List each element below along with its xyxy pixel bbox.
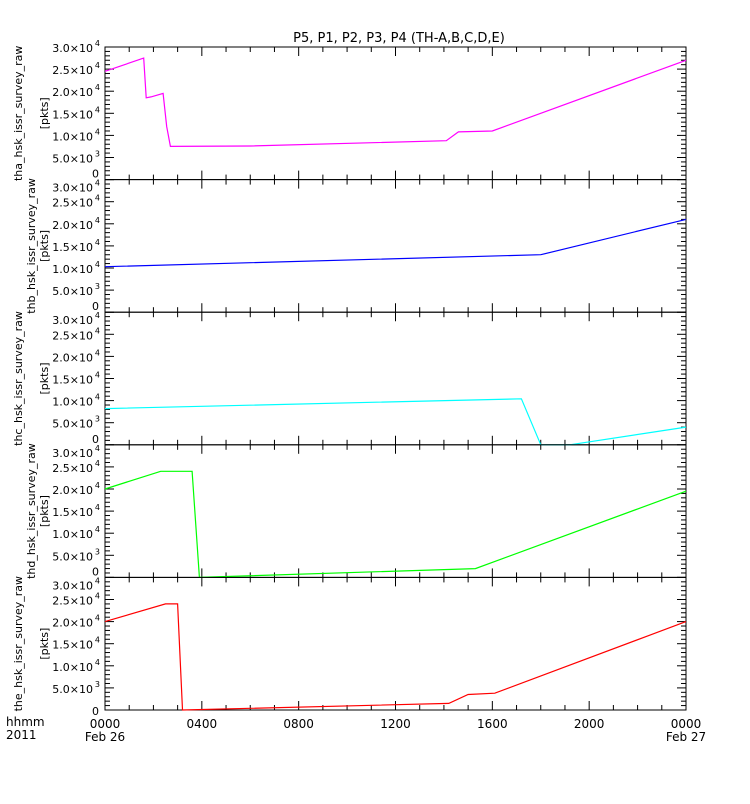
y-tick-exponent: 4 [95,459,100,468]
panel-frame [104,179,687,313]
y-tick-label: 2.5×10 [52,329,93,342]
y-tick-label: 3.0×10 [52,314,93,327]
y-tick-exponent: 4 [95,179,100,188]
y-tick-exponent: 4 [95,592,100,601]
y-tick-exponent: 4 [95,83,100,92]
y-tick-label: 1.0×10 [52,661,93,674]
y-tick-label: 0 [92,300,99,313]
series-line-thb_hsk_issr_survey_raw [104,218,687,268]
x-tick-date-label: Feb 26 [85,730,125,744]
x-tick-label: 1600 [477,717,508,731]
y-tick-exponent: 4 [95,393,100,402]
y-tick-label: 2.5×10 [52,197,93,210]
y-tick-label: 3.0×10 [52,447,93,460]
y-tick-exponent: 4 [95,127,100,136]
y-tick-exponent: 4 [95,260,100,269]
y-axis-label: tha_hsk_issr_survey_raw [12,46,25,181]
y-tick-label: 1.0×10 [52,396,93,409]
y-tick-label: 2.0×10 [52,351,93,364]
y-tick-label: 5.0×10 [52,683,93,696]
y-tick-label: 0 [92,433,99,446]
y-tick-label: 1.5×10 [52,108,93,121]
y-tick-exponent: 3 [95,282,100,291]
y-tick-exponent: 4 [95,576,100,585]
series-line-tha_hsk_issr_survey_raw [104,57,687,148]
y-tick-label: 2.5×10 [52,595,93,608]
y-axis-label: the_hsk_issr_survey_raw [12,576,25,711]
y-tick-exponent: 4 [95,481,100,490]
y-tick-label: 2.0×10 [52,86,93,99]
y-tick-label: 1.5×10 [52,374,93,387]
y-tick-exponent: 3 [95,150,100,159]
y-tick-exponent: 4 [95,658,100,667]
y-tick-exponent: 4 [95,444,100,453]
series-line-thd_hsk_issr_survey_raw [104,470,687,579]
series-line-the_hsk_issr_survey_raw [104,603,687,711]
y-tick-label: 3.0×10 [52,42,93,55]
y-tick-exponent: 4 [95,503,100,512]
y-tick-exponent: 3 [95,547,100,556]
y-tick-label: 2.5×10 [52,64,93,77]
chart-title: P5, P1, P2, P3, P4 (TH-A,B,C,D,E) [293,31,505,46]
x-tick-label: 0000 [90,717,121,731]
y-axis-label: thd_hsk_issr_survey_raw [25,443,38,579]
y-axis-unit: [pkts] [38,495,51,527]
y-tick-exponent: 4 [95,61,100,70]
x-tick-label: 0800 [283,717,314,731]
y-tick-label: 1.0×10 [52,263,93,276]
x-tick-label: 0000 [671,717,702,731]
y-axis-unit: [pkts] [38,363,51,395]
y-axis-label: thc_hsk_issr_survey_raw [12,311,25,446]
y-tick-exponent: 4 [95,216,100,225]
y-tick-exponent: 4 [95,311,100,320]
x-tick-label: 2000 [574,717,605,731]
y-tick-label: 2.0×10 [52,617,93,630]
panel-frame [104,444,687,578]
y-tick-label: 5.0×10 [52,285,93,298]
y-tick-exponent: 4 [95,525,100,534]
y-tick-label: 1.5×10 [52,241,93,254]
y-tick-label: 1.0×10 [52,130,93,143]
x-axis-label-hhmm: hhmm [6,715,45,729]
x-axis-label-year: 2011 [6,728,37,742]
y-tick-exponent: 4 [95,614,100,623]
y-tick-exponent: 4 [95,636,100,645]
y-tick-label: 3.0×10 [52,579,93,592]
y-tick-label: 5.0×10 [52,418,93,431]
y-tick-exponent: 4 [95,39,100,48]
y-axis-unit: [pkts] [38,628,51,660]
x-tick-label: 0400 [187,717,218,731]
y-tick-exponent: 3 [95,415,100,424]
y-tick-label: 2.0×10 [52,484,93,497]
y-axis-unit: [pkts] [38,230,51,262]
y-tick-exponent: 4 [95,326,100,335]
y-tick-label: 1.0×10 [52,528,93,541]
y-tick-exponent: 4 [95,348,100,357]
y-tick-label: 2.0×10 [52,219,93,232]
y-tick-label: 2.5×10 [52,462,93,475]
y-tick-label: 3.0×10 [52,182,93,195]
y-axis-label: thb_hsk_issr_survey_raw [25,178,38,314]
y-tick-exponent: 4 [95,238,100,247]
y-tick-label: 5.0×10 [52,153,93,166]
y-tick-exponent: 4 [95,194,100,203]
y-tick-label: 1.5×10 [52,506,93,519]
y-tick-label: 0 [92,705,99,718]
x-tick-date-label: Feb 27 [666,730,706,744]
x-tick-label: 1200 [380,717,411,731]
y-tick-exponent: 4 [95,371,100,380]
y-tick-label: 0 [92,565,99,578]
panel-frame [104,576,687,711]
y-tick-label: 5.0×10 [52,550,93,563]
y-tick-exponent: 4 [95,105,100,114]
panel-frame [104,46,687,181]
panel-frame [104,311,687,446]
y-tick-label: 1.5×10 [52,639,93,652]
y-tick-label: 0 [92,168,99,181]
y-tick-exponent: 3 [95,680,100,689]
y-axis-unit: [pkts] [38,97,51,129]
